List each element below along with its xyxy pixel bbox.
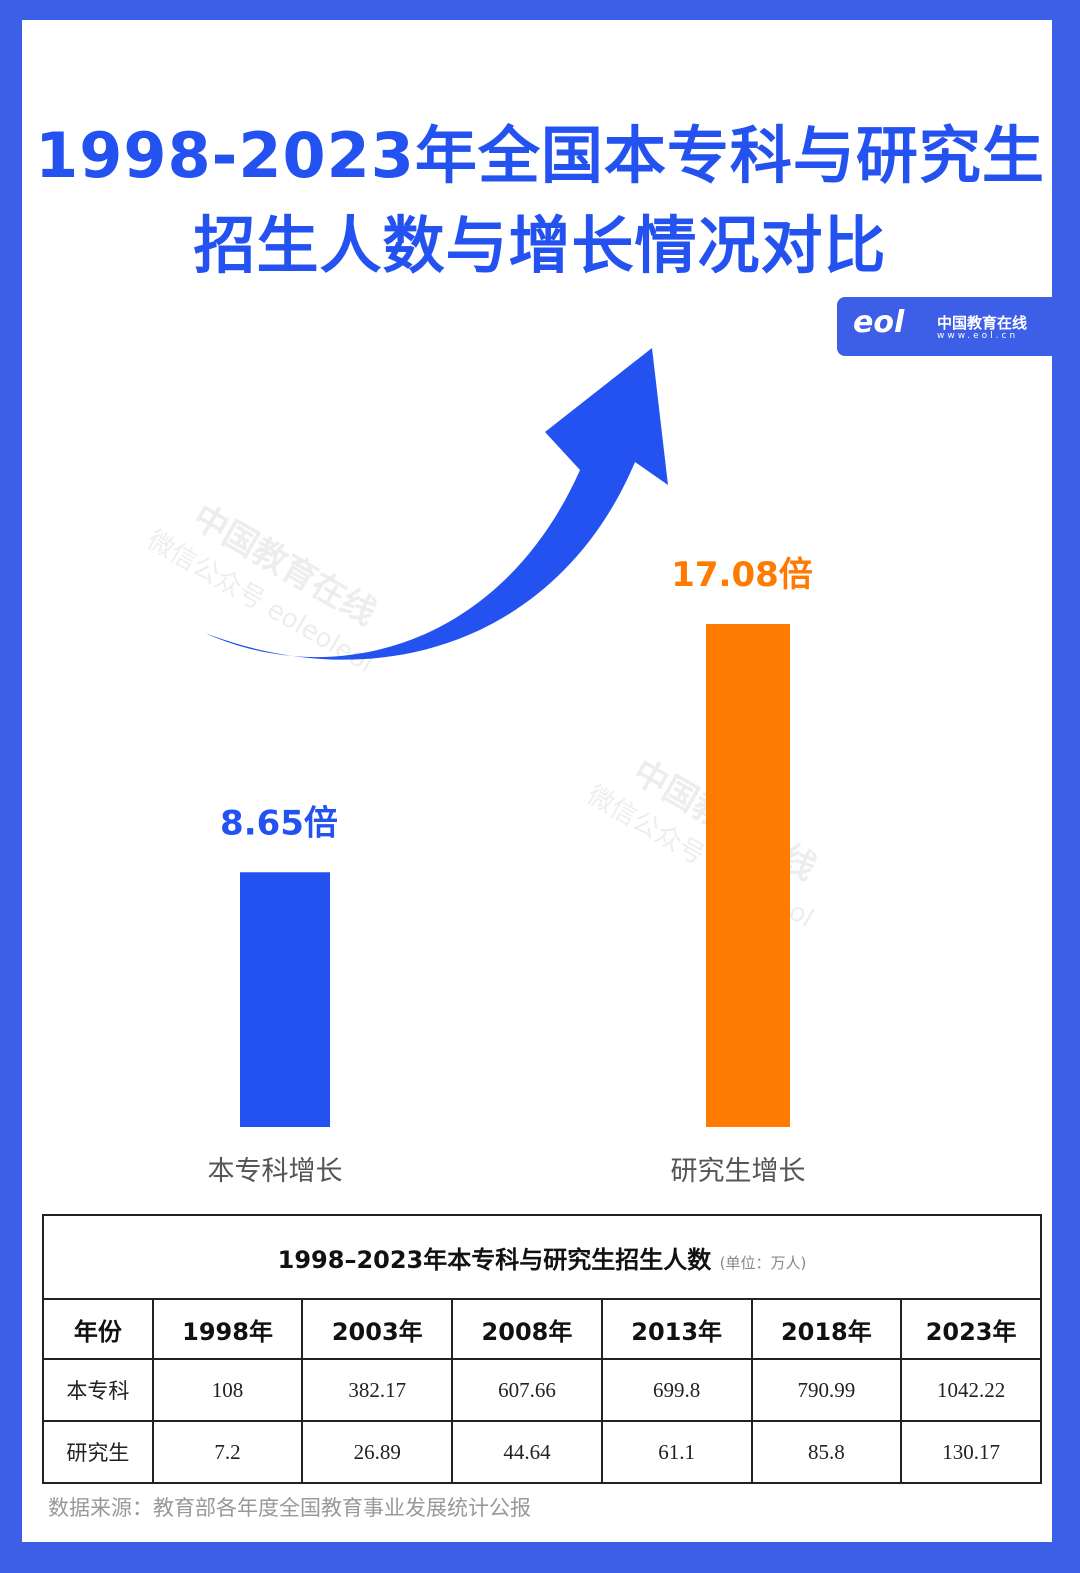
bar-1 [706,624,790,1127]
eol-logo-url: www.eol.cn [937,331,1019,341]
table-row: 研究生 7.2 26.89 44.64 61.1 85.8 130.17 [42,1420,1042,1484]
table-cell: 607.66 [451,1358,603,1422]
eol-logo: eol 中国教育在线 www.eol.cn [837,297,1067,356]
table-header-cell: 1998年 [151,1298,304,1360]
bar-data-label: 17.08倍 [671,555,813,595]
table-cell: 130.17 [900,1420,1042,1484]
title-line-1: 1998-2023年全国本专科与研究生 [35,119,1045,192]
data-source: 数据来源：教育部各年度全国教育事业发展统计公报 [48,1496,531,1520]
table-unit: (单位：万人) [719,1253,807,1272]
table-cell: 26.89 [301,1420,454,1484]
table-cell: 本专科 [42,1358,154,1422]
table-cell: 699.8 [600,1358,753,1422]
table-cell: 382.17 [301,1358,454,1422]
table-cell: 44.64 [451,1420,603,1484]
category-label: 本专科增长 [208,1156,343,1187]
title-line-2: 招生人数与增长情况对比 [193,209,887,282]
table-header-cell: 2003年 [301,1298,454,1360]
table-header-cell: 2013年 [600,1298,753,1360]
table-cell: 1042.22 [900,1358,1042,1422]
table-row: 本专科 108 382.17 607.66 699.8 790.99 1042.22 [42,1358,1042,1422]
table-header-cell: 2008年 [451,1298,603,1360]
table-header-row: 年份 1998年 2003年 2008年 2013年 2018年 2023年 [42,1298,1042,1360]
table-caption: 1998–2023年本专科与研究生招生人数 (单位：万人) [42,1214,1042,1300]
growth-arrow-icon [205,348,668,660]
table-header-cell: 2023年 [900,1298,1042,1360]
table-header-cell: 2018年 [750,1298,903,1360]
table-cell: 790.99 [750,1358,903,1422]
table-cell: 85.8 [750,1420,903,1484]
table-caption-text: 1998–2023年本专科与研究生招生人数 [277,1245,712,1274]
table-cell: 108 [151,1358,304,1422]
table-header-cell: 年份 [42,1298,154,1360]
bar-0 [240,872,330,1127]
table-cell: 研究生 [42,1420,154,1484]
enrollment-table: 1998–2023年本专科与研究生招生人数 (单位：万人) 年份 1998年 200… [42,1214,1042,1484]
category-label: 研究生增长 [671,1156,806,1187]
table-cell: 61.1 [600,1420,753,1484]
table-cell: 7.2 [151,1420,304,1484]
bar-data-label: 8.65倍 [220,803,338,843]
eol-logo-name: 中国教育在线 [937,314,1028,332]
eol-logo-mark: eol [853,305,905,340]
